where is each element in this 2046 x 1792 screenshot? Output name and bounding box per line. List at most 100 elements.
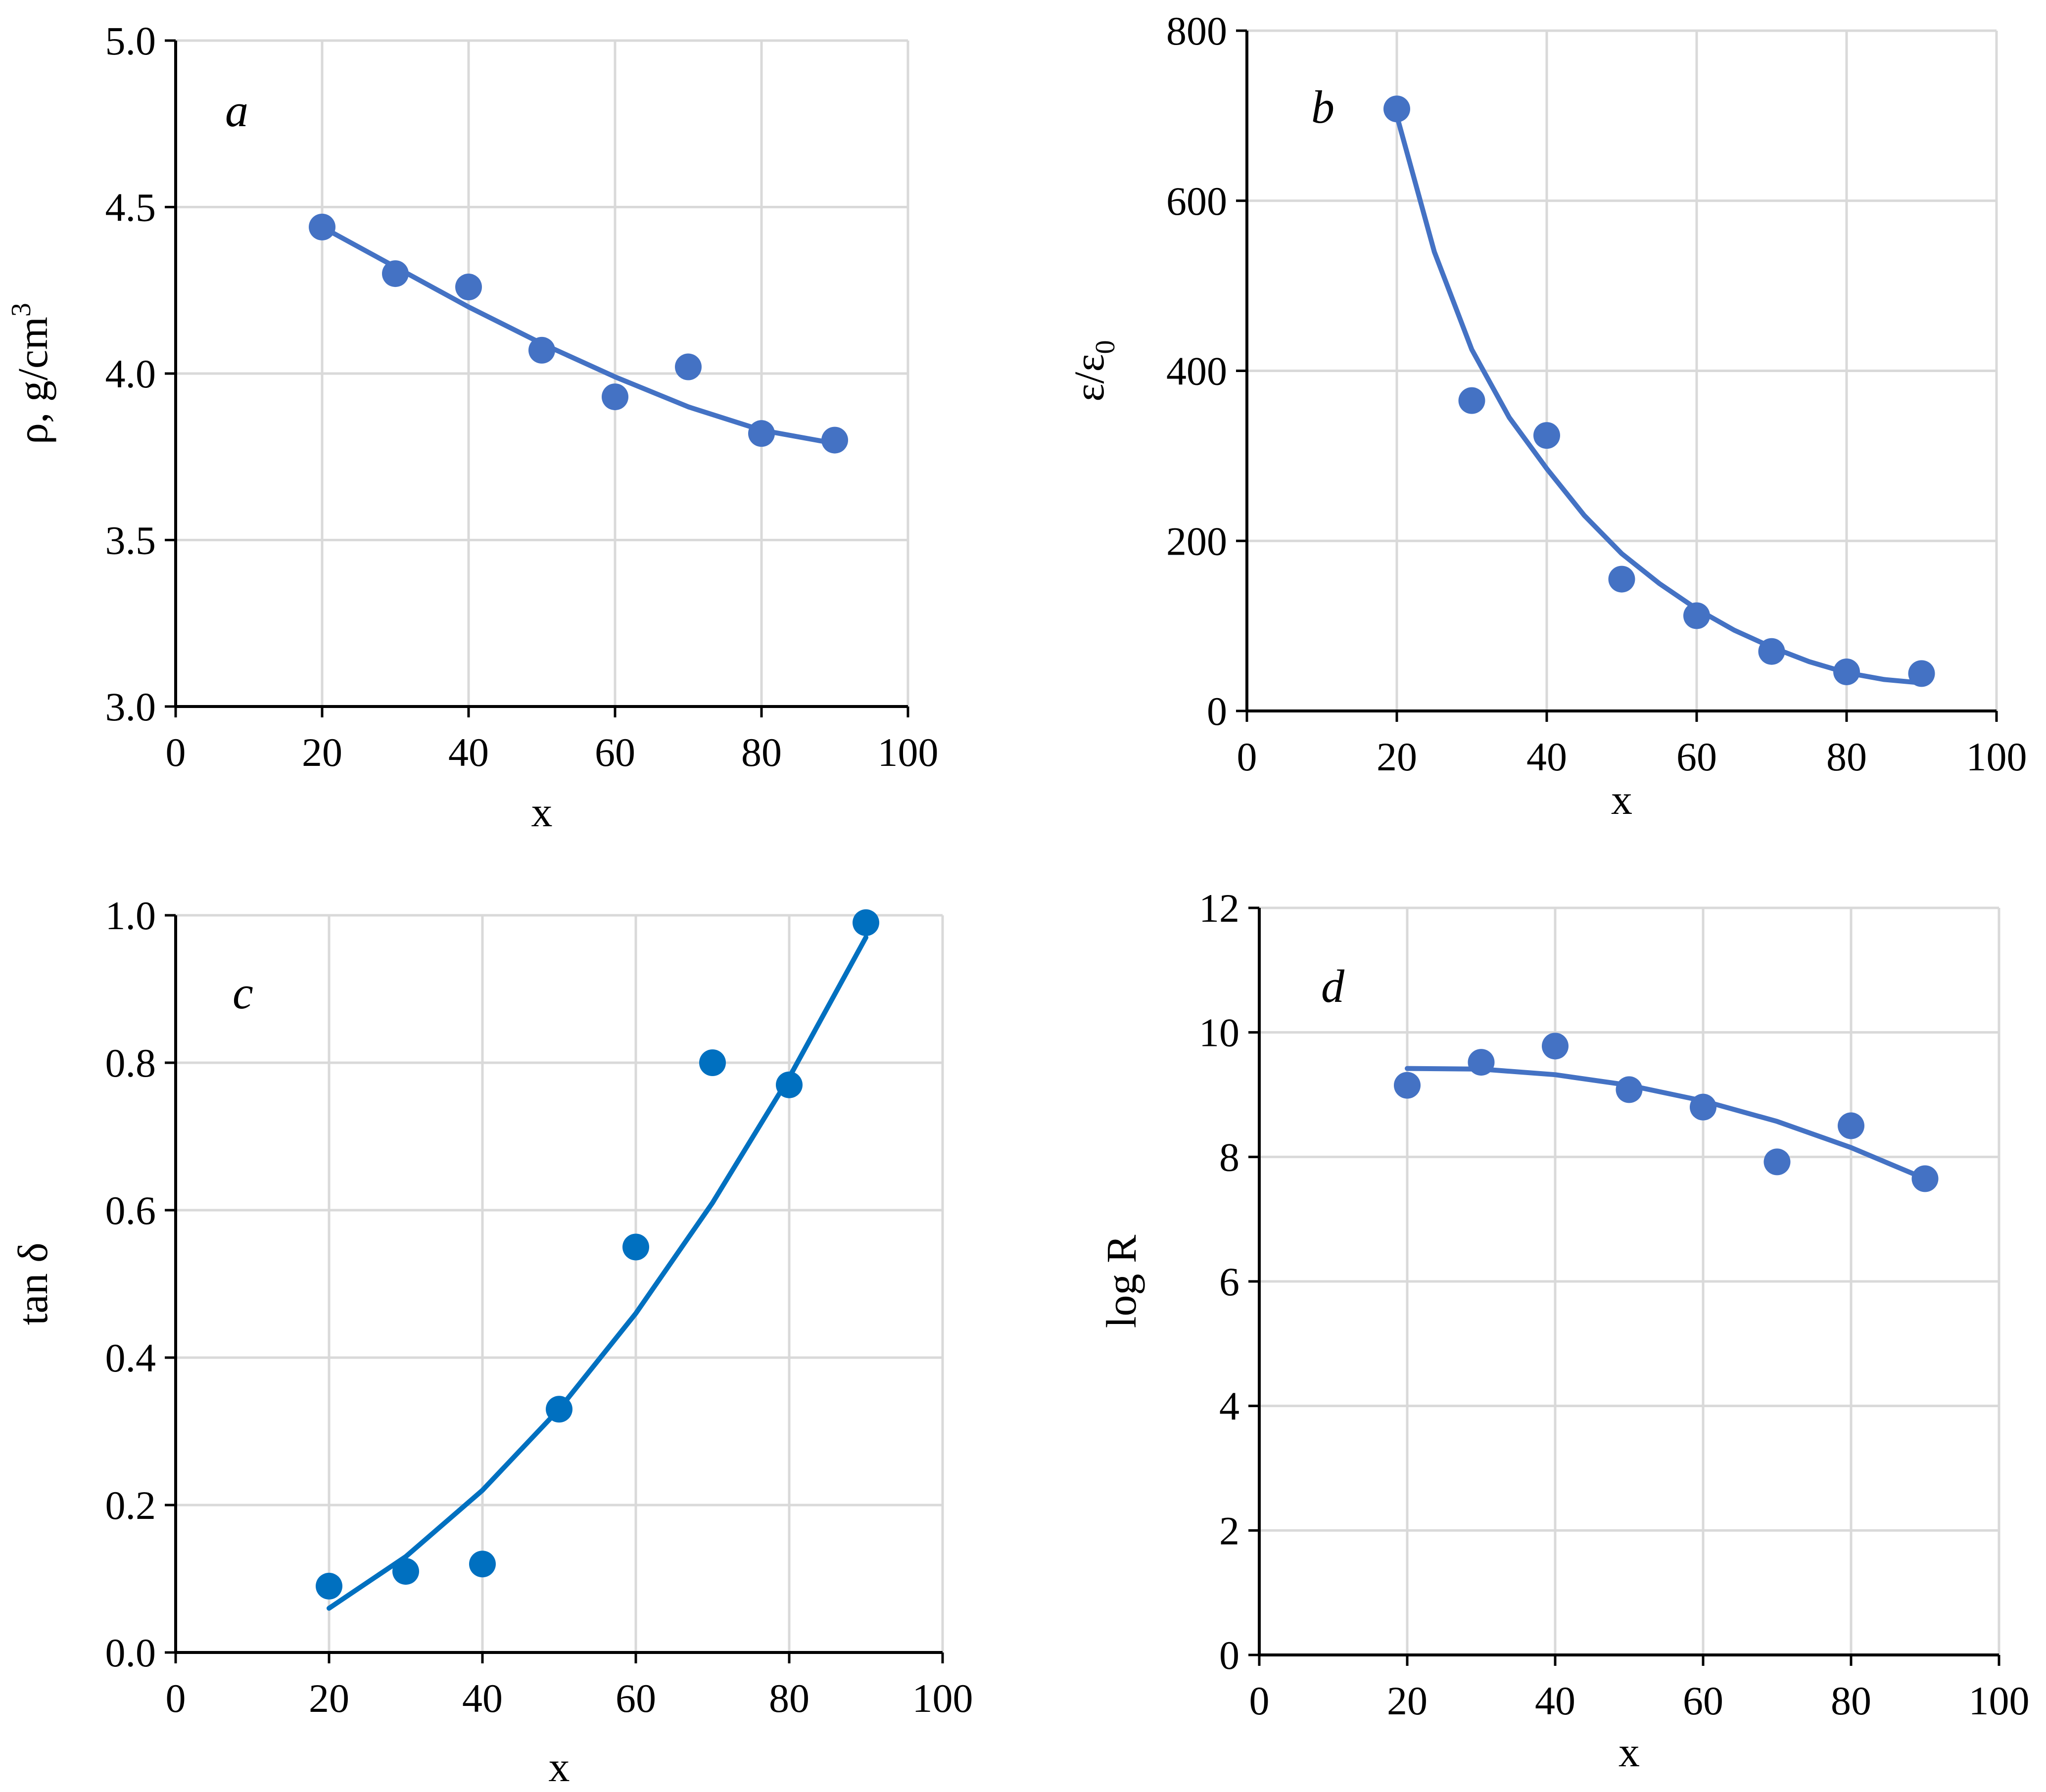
y-tick-label: 0 bbox=[1219, 1633, 1239, 1678]
data-point bbox=[316, 1572, 342, 1600]
x-tick-label: 40 bbox=[1526, 734, 1567, 779]
y-tick-label: 4.0 bbox=[105, 351, 156, 396]
data-point bbox=[1758, 638, 1785, 665]
data-point bbox=[455, 274, 482, 301]
data-point bbox=[776, 1071, 803, 1098]
panel-letter: c bbox=[233, 967, 253, 1019]
data-point bbox=[1608, 566, 1635, 593]
panel-letter: b bbox=[1311, 82, 1334, 133]
data-point bbox=[1394, 1072, 1421, 1099]
data-point bbox=[821, 426, 848, 454]
x-tick-label: 80 bbox=[1826, 734, 1867, 779]
y-tick-label: 3.0 bbox=[105, 684, 156, 729]
x-tick-label: 100 bbox=[912, 1676, 973, 1721]
data-point bbox=[1542, 1033, 1569, 1060]
y-tick-label: 0.6 bbox=[105, 1188, 156, 1233]
x-tick-label: 60 bbox=[1683, 1678, 1723, 1723]
x-tick-label: 40 bbox=[462, 1676, 503, 1721]
data-point bbox=[528, 336, 555, 364]
x-tick-label: 80 bbox=[769, 1676, 809, 1721]
y-axis-title-main: ε/ε bbox=[1065, 354, 1113, 401]
data-point bbox=[1908, 660, 1935, 687]
data-point bbox=[699, 1049, 726, 1076]
x-axis-title: x bbox=[1611, 776, 1632, 823]
x-tick-label: 60 bbox=[595, 730, 635, 775]
x-tick-label: 20 bbox=[1387, 1678, 1427, 1723]
data-point bbox=[469, 1551, 496, 1578]
data-point bbox=[1833, 658, 1860, 685]
y-tick-label: 8 bbox=[1219, 1134, 1239, 1179]
data-point bbox=[1616, 1076, 1643, 1103]
y-axis-title-main: ρ, g/cm bbox=[9, 317, 56, 444]
data-point bbox=[392, 1558, 419, 1585]
x-tick-label: 40 bbox=[448, 730, 489, 775]
panel-c: 0 20 40 60 80 100 0.0 0.2 0.4 0.6 0.8 1.0 x tan δ c bbox=[9, 893, 973, 1791]
x-tick-label: 60 bbox=[1676, 734, 1717, 779]
data-point bbox=[382, 260, 409, 287]
x-tick-label: 80 bbox=[1831, 1678, 1871, 1723]
y-axis-title-superscript: 3 bbox=[6, 303, 37, 317]
y-tick-label: 12 bbox=[1199, 886, 1239, 931]
y-axis-title: ρ, g/cm3 bbox=[6, 303, 56, 444]
x-tick-label: 40 bbox=[1535, 1678, 1575, 1723]
y-tick-label: 600 bbox=[1166, 179, 1227, 224]
y-tick-label: 3.5 bbox=[105, 518, 156, 563]
data-point bbox=[622, 1233, 649, 1261]
data-point bbox=[1458, 387, 1485, 414]
panel-a: 0 20 40 60 80 100 3.0 3.5 4.0 4.5 5.0 x ρ, g/cm3 a bbox=[6, 18, 939, 836]
y-tick-label: 10 bbox=[1199, 1010, 1239, 1055]
y-tick-label: 4.5 bbox=[105, 185, 156, 230]
data-point bbox=[1533, 422, 1560, 449]
x-tick-label: 100 bbox=[878, 730, 939, 775]
data-point bbox=[1690, 1093, 1716, 1121]
data-point bbox=[1468, 1049, 1495, 1076]
y-tick-label: 0.8 bbox=[105, 1040, 156, 1085]
y-tick-label: 0.4 bbox=[105, 1335, 156, 1380]
y-tick-label: 6 bbox=[1219, 1259, 1239, 1304]
data-point bbox=[309, 213, 335, 240]
x-tick-label: 20 bbox=[302, 730, 342, 775]
x-tick-label: 0 bbox=[166, 1676, 186, 1721]
trendline bbox=[320, 224, 837, 446]
panel-letter: d bbox=[1321, 961, 1345, 1012]
data-point bbox=[853, 909, 879, 936]
data-point bbox=[1763, 1148, 1791, 1176]
y-axis-title-subscript: 0 bbox=[1090, 340, 1121, 354]
y-axis-title: log R bbox=[1097, 1234, 1145, 1328]
data-point bbox=[546, 1396, 572, 1423]
x-axis-title: x bbox=[1618, 1728, 1640, 1776]
y-tick-label: 5.0 bbox=[105, 18, 156, 63]
panel-d: 0 20 40 60 80 100 0 2 4 6 8 10 12 x log R d bbox=[1097, 886, 2030, 1776]
trendline bbox=[1405, 1066, 1928, 1181]
data-point bbox=[1911, 1165, 1939, 1192]
y-tick-label: 400 bbox=[1166, 349, 1227, 394]
y-axis-title-main: log R bbox=[1097, 1234, 1145, 1328]
x-tick-label: 20 bbox=[1377, 734, 1417, 779]
data-point bbox=[1683, 602, 1710, 629]
x-tick-label: 20 bbox=[309, 1676, 349, 1721]
y-tick-label: 4 bbox=[1219, 1384, 1239, 1429]
panel-letter: a bbox=[225, 85, 248, 137]
y-axis-title: tan δ bbox=[9, 1242, 56, 1325]
data-point bbox=[748, 420, 775, 447]
data-point bbox=[675, 353, 702, 380]
x-tick-label: 80 bbox=[741, 730, 782, 775]
x-tick-label: 60 bbox=[616, 1676, 656, 1721]
y-axis-title: ε/ε0 bbox=[1065, 340, 1121, 401]
data-point bbox=[602, 383, 628, 411]
x-tick-label: 100 bbox=[1966, 734, 2027, 779]
y-tick-label: 0.0 bbox=[105, 1630, 156, 1675]
x-axis-title: x bbox=[531, 788, 553, 836]
y-tick-label: 0.2 bbox=[105, 1483, 156, 1528]
y-tick-label: 1.0 bbox=[105, 893, 156, 938]
x-axis-title: x bbox=[549, 1743, 570, 1791]
x-tick-label: 0 bbox=[1237, 734, 1257, 779]
trendline bbox=[327, 935, 868, 1611]
y-tick-label: 0 bbox=[1207, 689, 1227, 734]
y-tick-label: 200 bbox=[1166, 519, 1227, 564]
data-point bbox=[1383, 95, 1410, 123]
y-tick-label: 800 bbox=[1166, 8, 1227, 53]
x-tick-label: 0 bbox=[166, 730, 186, 775]
